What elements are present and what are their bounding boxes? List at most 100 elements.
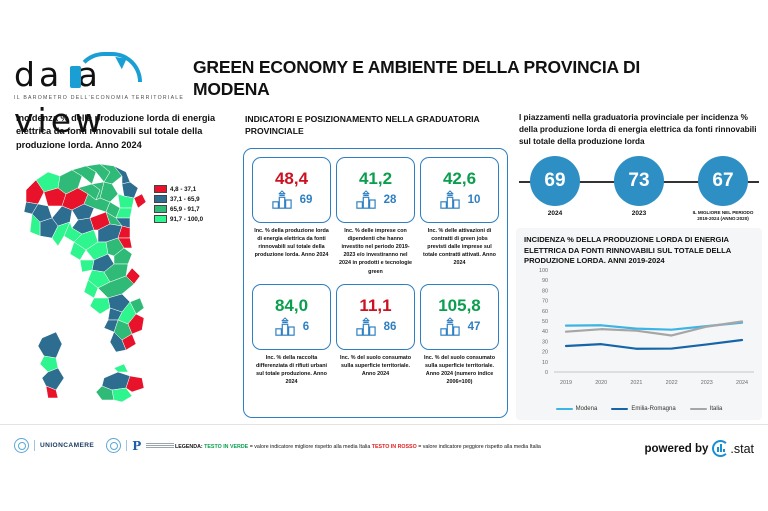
map-svg xyxy=(23,163,147,403)
legend-swatch xyxy=(154,215,167,223)
indicator-card[interactable]: 11,1 86 xyxy=(336,283,415,350)
indicators-panel: 48,4 69 Inc. % della produzione lorda di… xyxy=(243,148,508,418)
legend-item: 65,9 - 91,7 xyxy=(154,205,203,213)
indicators-heading: INDICATORI E POSIZIONAMENTO NELLA GRADUA… xyxy=(245,114,480,136)
indicator-value: 105,8 xyxy=(438,295,481,315)
legend-item: 91,7 - 100,0 xyxy=(154,215,203,223)
logo-divider xyxy=(34,440,35,451)
svg-text:50: 50 xyxy=(542,319,548,325)
indicator-rank-group: 28 xyxy=(355,190,397,210)
ranking-label: 2023 xyxy=(631,210,647,217)
indicator-value: 42,6 xyxy=(442,169,477,188)
powered-by-block: powered by .stat xyxy=(644,440,754,457)
indicator-rank: 47 xyxy=(467,320,481,333)
svg-text:2024: 2024 xyxy=(736,380,748,386)
podium-rank-icon xyxy=(439,190,460,209)
indicator-cell: 105,8 47 Inc. % del suolo consumato sull… xyxy=(420,276,499,386)
legend-label: Emilia-Romagna xyxy=(631,406,676,412)
svg-text:2021: 2021 xyxy=(630,380,642,386)
ranking-value: 73 xyxy=(614,156,664,206)
indicator-card[interactable]: 48,4 69 xyxy=(252,157,331,223)
indicator-rank-group: 6 xyxy=(274,316,310,337)
svg-text:0: 0 xyxy=(545,370,548,376)
logo-wordmark: da a view xyxy=(14,52,194,140)
indicator-description: Inc. % della produzione lorda di energia… xyxy=(254,228,329,259)
indicator-value: 84,0 xyxy=(274,295,309,315)
unioncamere-label: UNIONCAMERE xyxy=(40,442,95,449)
tagliacarne-mark-icon xyxy=(106,438,122,453)
indicator-description: Inc. % del suolo consumato sulla superfi… xyxy=(424,354,495,385)
footer-logos: UNIONCAMERE P xyxy=(14,438,175,453)
trend-chart-card: INCIDENZA % DELLA PRODUZIONE LORDA DI EN… xyxy=(516,228,762,420)
podium-rank-icon xyxy=(439,316,460,336)
podium-rank-icon xyxy=(275,316,295,336)
legend-item-italia: Italia xyxy=(689,406,722,412)
indicator-cell: 48,4 69 Inc. % della produzione lorda di… xyxy=(252,149,331,276)
page-title: GREEN ECONOMY E AMBIENTE DELLA PROVINCIA… xyxy=(193,57,641,99)
svg-text:2022: 2022 xyxy=(666,380,678,386)
indicator-cell: 42,6 10 Inc. % delle attivazioni di cont… xyxy=(420,149,499,276)
ranking-timeline: 69 2024 73 2023 67 IL MIGLIORE NEL PERIO… xyxy=(519,152,759,227)
indicator-value: 11,1 xyxy=(359,295,392,315)
legend-label: 37,1 - 65,9 xyxy=(170,195,200,203)
ranking-item[interactable]: 69 2024 xyxy=(523,152,587,218)
tagliacarne-text-lines xyxy=(146,442,175,449)
indicator-rank: 69 xyxy=(299,194,313,206)
ranking-item[interactable]: 73 2023 xyxy=(607,152,671,218)
indicator-card[interactable]: 41,2 28 xyxy=(336,157,415,223)
svg-text:80: 80 xyxy=(542,288,548,294)
legend-item: 4,8 - 37,1 xyxy=(154,185,203,193)
indicator-card[interactable]: 84,0 6 xyxy=(252,283,331,350)
powered-by-label: powered by xyxy=(644,442,709,455)
legend-prefix: LEGENDA: xyxy=(175,444,203,450)
svg-text:10: 10 xyxy=(542,360,548,366)
legend-label: 65,9 - 91,7 xyxy=(170,205,200,213)
podium-rank-icon xyxy=(355,316,376,336)
unioncamere-logo: UNIONCAMERE xyxy=(14,438,94,453)
map-legend: 4,8 - 37,1 37,1 - 65,9 65,9 - 91,7 91,7 … xyxy=(154,185,203,225)
indicator-cell: 84,0 6 Inc. % della raccolta differenzia… xyxy=(252,276,331,386)
logo-divider xyxy=(126,440,128,451)
tagliacarne-p-icon: P xyxy=(132,438,142,453)
legend-green-text: = valore indicatore migliore rispetto al… xyxy=(249,444,371,450)
footer-divider xyxy=(0,424,768,425)
indicator-rank: 6 xyxy=(302,320,310,333)
indicator-cell: 41,2 28 Inc. % delle imprese con dipende… xyxy=(336,149,415,276)
indicator-rank: 86 xyxy=(383,320,397,333)
legend-swatch xyxy=(689,407,707,411)
tagliacarne-logo: P xyxy=(106,438,175,453)
logo-tagline: IL BAROMETRO DELL'ECONOMIA TERRITORIALE xyxy=(14,95,185,101)
logo-tick-icon xyxy=(70,66,81,88)
legend-swatch xyxy=(611,407,629,411)
stat-label: .stat xyxy=(730,441,754,456)
ranking-label: 2024 xyxy=(547,210,563,217)
ranking-item[interactable]: 67 IL MIGLIORE NEL PERIODO 2019-2024 (AN… xyxy=(691,152,755,222)
chart-plot: 0 10 20 30 40 50 60 70 80 90 100 2019 2020 2021 2022 2… xyxy=(539,268,754,386)
legend-red-text: = valore indicatore peggiore rispetto al… xyxy=(418,444,541,450)
indicator-rank-group: 86 xyxy=(355,316,397,337)
indicator-card[interactable]: 105,8 47 xyxy=(420,283,499,350)
indicator-rank: 28 xyxy=(383,194,397,206)
legend-swatch xyxy=(154,195,167,203)
italy-choropleth-map: 4,8 - 37,1 37,1 - 65,9 65,9 - 91,7 91,7 … xyxy=(18,150,228,410)
indicator-description: Inc. % del suolo consumato sulla superfi… xyxy=(340,354,411,377)
legend-label: Modena xyxy=(575,406,598,412)
indicator-description: Inc. % della raccolta differenziata di r… xyxy=(256,354,327,385)
podium-rank-icon xyxy=(355,190,376,209)
svg-text:100: 100 xyxy=(539,268,548,274)
svg-text:2019: 2019 xyxy=(560,380,572,386)
legend-item-modena: Modena xyxy=(555,406,598,412)
indicator-row-top: 48,4 69 Inc. % della produzione lorda di… xyxy=(244,149,507,276)
legend-label: 91,7 - 100,0 xyxy=(170,215,204,223)
stat-logo: .stat xyxy=(712,440,754,457)
indicator-card[interactable]: 42,6 10 xyxy=(420,157,499,223)
legend-swatch xyxy=(555,407,573,411)
svg-text:40: 40 xyxy=(542,329,548,335)
indicator-value: 48,4 xyxy=(274,169,309,188)
indicator-value: 41,2 xyxy=(358,169,393,188)
ranking-heading: I piazzamenti nella graduatoria provinci… xyxy=(519,113,757,146)
indicator-description: Inc. % delle imprese con dipendenti che … xyxy=(338,228,413,275)
dataview-logo: da a view IL BAROMETRO DELL'ECONOMIA TER… xyxy=(14,52,194,140)
svg-text:70: 70 xyxy=(542,299,548,305)
